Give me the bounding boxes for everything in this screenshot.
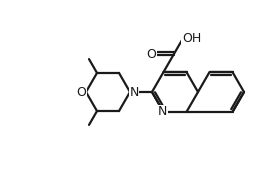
Text: N: N [158,105,167,118]
Text: OH: OH [182,32,201,45]
Text: O: O [76,85,86,98]
Text: O: O [147,48,156,61]
Text: N: N [129,85,139,98]
